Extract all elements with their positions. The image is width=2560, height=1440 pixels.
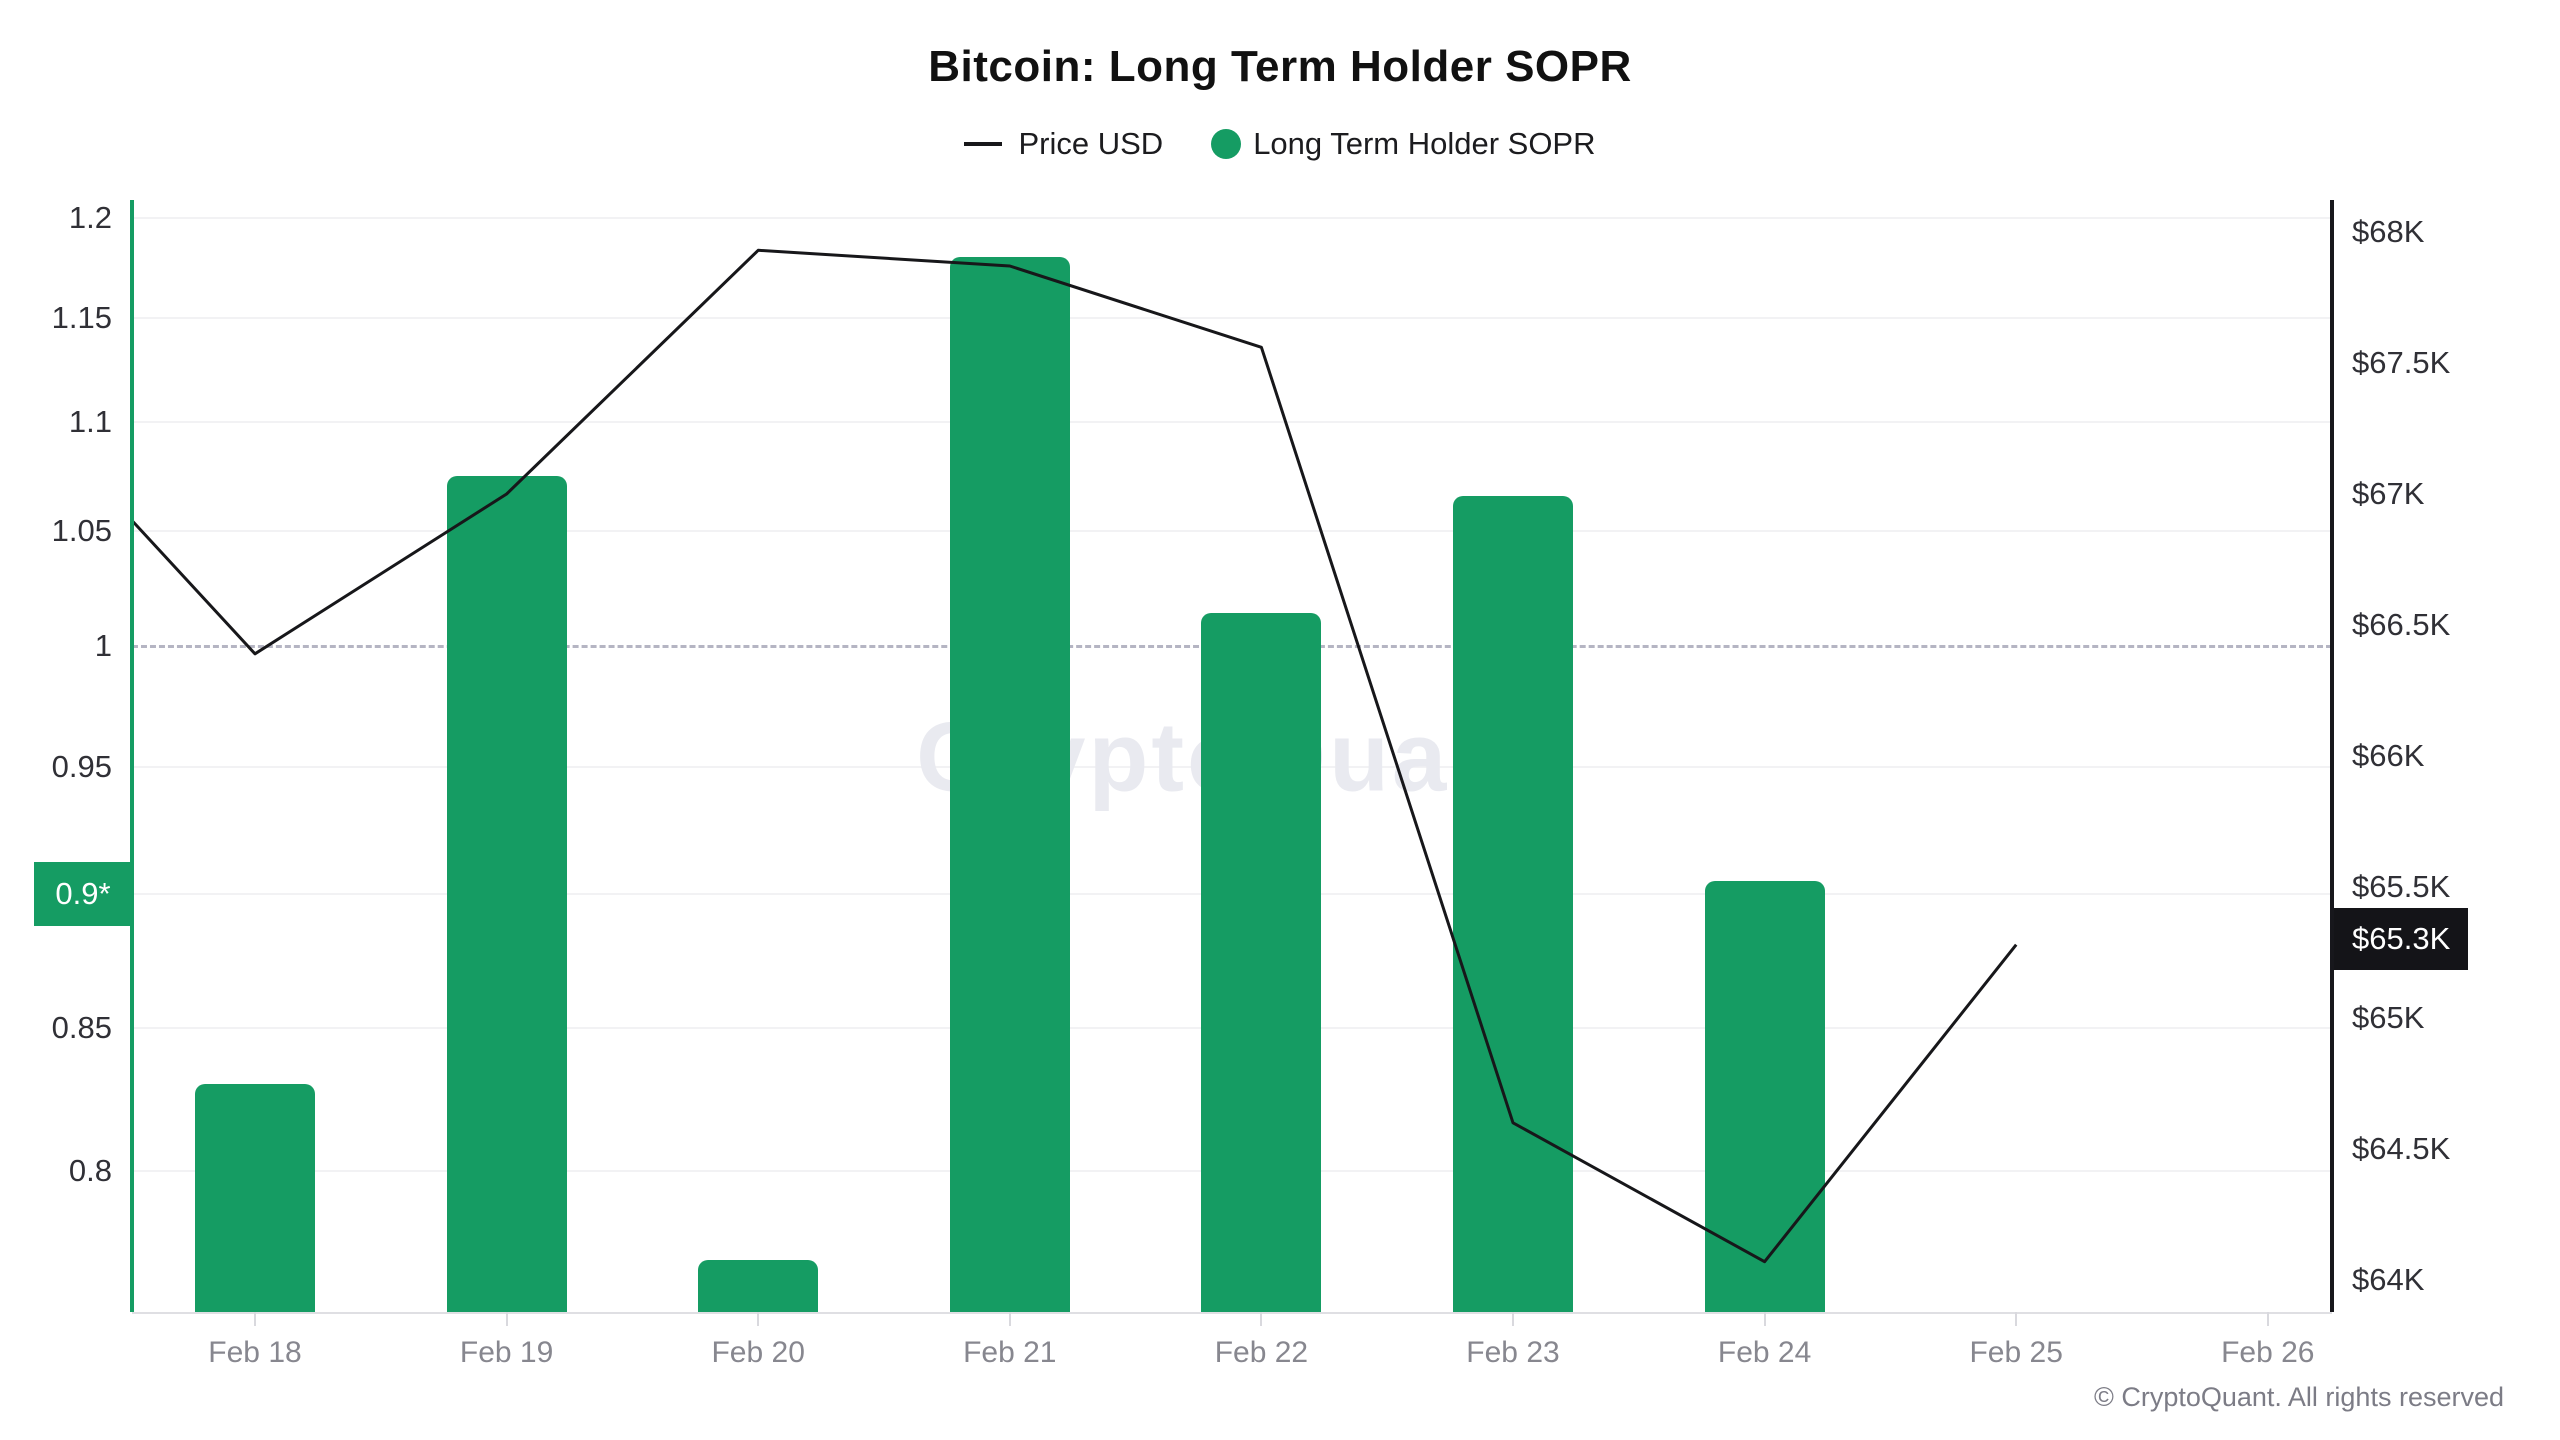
sopr-bar <box>195 1084 315 1312</box>
right-axis-tick-label: $64K <box>2352 1262 2425 1298</box>
gridline <box>132 216 2332 219</box>
plot-area: CryptoQuant <box>130 200 2334 1314</box>
right-axis-tick-label: $67K <box>2352 475 2425 511</box>
price-value-badge: $65.3K <box>2334 908 2469 971</box>
sopr-bar <box>1201 613 1322 1312</box>
left-axis-tick-label: 1.15 <box>51 299 112 335</box>
sopr-dot-marker-icon <box>1211 129 1242 159</box>
left-axis-tick-label: 0.8 <box>68 1152 112 1188</box>
x-axis-label: Feb 21 <box>963 1336 1057 1369</box>
x-axis-tick <box>2015 1312 2018 1326</box>
x-axis-label: Feb 18 <box>208 1336 302 1369</box>
x-axis-tick <box>505 1312 508 1326</box>
x-axis-label: Feb 26 <box>2221 1336 2315 1369</box>
sopr-bar <box>1453 495 1573 1312</box>
right-axis-tick-label: $66K <box>2352 738 2425 773</box>
left-axis-line <box>130 200 134 1312</box>
left-axis-tick-label: 1.1 <box>68 404 112 440</box>
sopr-highlight-badge: 0.9* <box>34 861 132 926</box>
copyright: © CryptoQuant. All rights reserved <box>2093 1382 2504 1412</box>
legend-item-sopr: Long Term Holder SOPR <box>1211 126 1596 162</box>
x-axis-tick <box>1008 1312 1011 1326</box>
right-axis-tick-label: $66.5K <box>2352 606 2451 642</box>
price-line-marker-icon <box>964 142 1003 146</box>
x-axis-label: Feb 23 <box>1466 1336 1560 1369</box>
legend-label-sopr: Long Term Holder SOPR <box>1253 126 1596 161</box>
x-axis-tick <box>1763 1312 1766 1326</box>
gridline <box>132 316 2332 319</box>
left-axis-tick-label: 1 <box>94 628 112 664</box>
legend: Price USD Long Term Holder SOPR <box>0 126 2560 162</box>
sopr-bar <box>698 1260 819 1312</box>
x-axis-label: Feb 19 <box>459 1336 554 1369</box>
chart-title: Bitcoin: Long Term Holder SOPR <box>928 42 1632 91</box>
x-axis-tick <box>254 1312 256 1326</box>
right-axis-tick-label: $67.5K <box>2352 344 2451 380</box>
right-axis-tick-label: $65K <box>2352 1000 2425 1036</box>
gridline <box>132 530 2332 533</box>
legend-item-price: Price USD <box>964 126 1163 162</box>
legend-label-price: Price USD <box>1018 126 1164 161</box>
sopr-bar <box>949 257 1070 1312</box>
x-axis-tick <box>1260 1312 1263 1326</box>
right-axis-tick-label: $68K <box>2352 213 2425 249</box>
x-axis-label: Feb 25 <box>1969 1336 2063 1369</box>
gridline <box>132 421 2332 424</box>
sopr-bar <box>446 476 567 1312</box>
x-axis-tick <box>757 1312 760 1326</box>
left-axis-tick-label: 1.2 <box>68 199 112 235</box>
x-axis-tick <box>2266 1312 2269 1326</box>
x-axis-label: Feb 22 <box>1214 1336 1309 1369</box>
x-axis-tick <box>1512 1312 1514 1326</box>
left-axis-tick-label: 0.85 <box>51 1010 112 1046</box>
left-axis-tick-label: 0.95 <box>51 748 112 784</box>
left-axis-tick-label: 1.05 <box>51 513 112 549</box>
right-axis-line <box>2330 200 2334 1312</box>
x-axis-line <box>132 1312 2332 1314</box>
x-axis-label: Feb 24 <box>1717 1336 1812 1369</box>
price-line <box>132 248 2018 1264</box>
right-axis-tick-label: $65.5K <box>2352 869 2451 904</box>
right-axis-tick-label: $64.5K <box>2352 1131 2451 1167</box>
x-axis-label: Feb 20 <box>711 1336 805 1369</box>
